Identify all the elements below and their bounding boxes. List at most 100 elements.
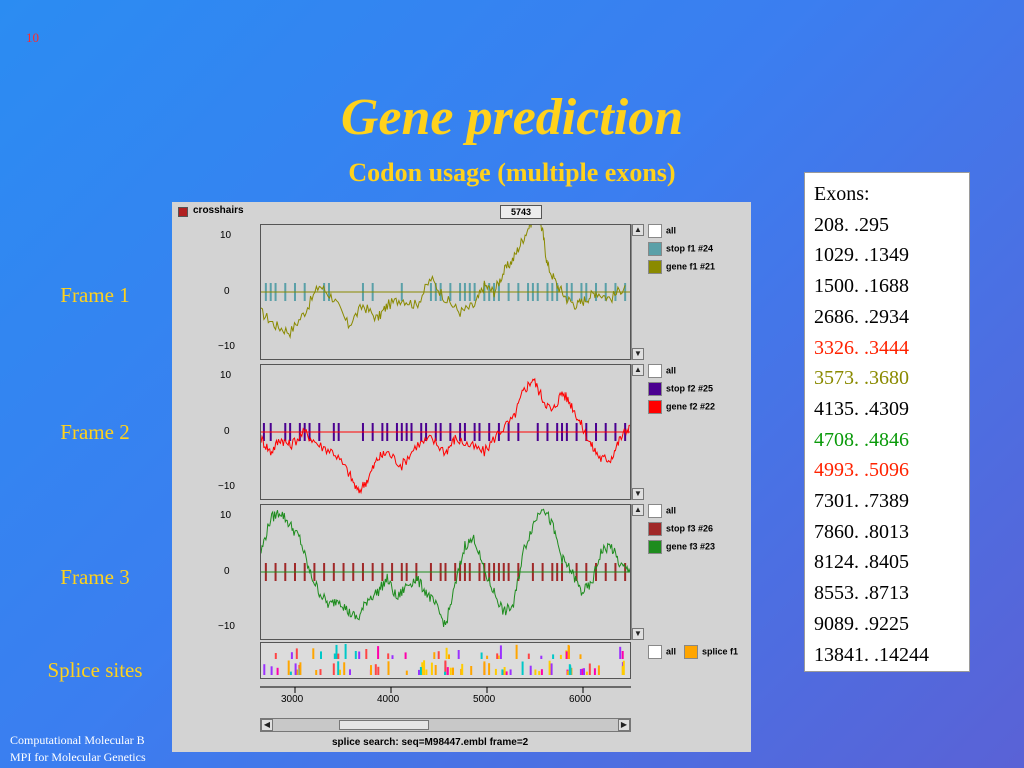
splice-site-mark <box>343 662 346 675</box>
splice-site-mark <box>527 653 530 659</box>
scroll-up-icon[interactable]: ▲ <box>632 504 644 516</box>
gene-score-line <box>261 508 630 627</box>
splice-site-mark <box>501 669 504 675</box>
splice-site-mark <box>354 651 357 659</box>
splice-site-mark <box>581 668 584 675</box>
splice-site-mark <box>365 649 368 659</box>
frame-2-scrollbar[interactable]: ▲ ▼ <box>631 364 645 500</box>
y-tick-label: 0 <box>224 566 230 577</box>
legend-gene-f1[interactable]: gene f1 #21 <box>648 260 715 274</box>
swatch <box>648 242 662 256</box>
splice-site-mark <box>337 653 340 659</box>
y-tick-label: 0 <box>224 426 230 437</box>
gene-score-line <box>261 225 626 340</box>
crosshairs-checkbox[interactable] <box>178 207 188 217</box>
scroll-down-icon[interactable]: ▼ <box>632 348 644 360</box>
horizontal-scrollbar[interactable]: ◀ ▶ <box>260 718 631 732</box>
splice-site-mark <box>579 669 582 675</box>
swatch <box>648 400 662 414</box>
splice-site-mark <box>480 652 483 659</box>
gene-score-line <box>261 377 630 495</box>
frame-1-label: Frame 1 <box>60 283 130 307</box>
splice-site-mark <box>333 653 336 659</box>
scroll-left-icon[interactable]: ◀ <box>261 719 273 731</box>
legend-gene-f3[interactable]: gene f3 #23 <box>648 540 715 554</box>
y-tick-label: −10 <box>218 341 235 352</box>
splice-site-mark <box>452 667 454 675</box>
splice-site-mark <box>434 665 437 675</box>
x-tick-label: 4000 <box>377 694 400 705</box>
frame-1-scrollbar[interactable]: ▲ ▼ <box>631 224 645 360</box>
legend-stop-f1[interactable]: stop f1 #24 <box>648 242 713 256</box>
splice-site-mark <box>568 646 570 659</box>
splice-site-mark <box>569 667 572 675</box>
legend-all[interactable]: all <box>648 504 676 518</box>
splice-site-mark <box>425 669 428 675</box>
splice-site-mark <box>270 666 273 675</box>
splice-site-mark <box>521 661 524 675</box>
splice-site-mark <box>274 653 277 659</box>
splice-site-mark <box>550 663 553 675</box>
scroll-right-icon[interactable]: ▶ <box>618 719 630 731</box>
splice-site-mark <box>540 655 543 659</box>
footer-line-1: Computational Molecular B <box>10 733 145 747</box>
frame-3-label: Frame 3 <box>60 565 130 589</box>
scroll-down-icon[interactable]: ▼ <box>632 488 644 500</box>
legend-all[interactable]: all <box>648 645 676 659</box>
exon-item: 9089. .9225 <box>814 612 909 635</box>
splice-site-mark <box>370 665 372 675</box>
y-tick-label: 10 <box>220 510 232 521</box>
legend-stop-f3[interactable]: stop f3 #26 <box>648 522 713 536</box>
splice-site-mark <box>337 661 340 675</box>
x-tick-label: 6000 <box>569 694 592 705</box>
splice-site-mark <box>538 671 541 675</box>
scroll-up-icon[interactable]: ▲ <box>632 224 644 236</box>
exon-item: 8124. .8405 <box>814 551 909 574</box>
splice-site-mark <box>430 662 433 675</box>
splice-site-mark <box>387 653 390 659</box>
splice-site-mark <box>505 671 508 675</box>
y-tick-label: 10 <box>220 230 232 241</box>
legend-gene-f2[interactable]: gene f2 #22 <box>648 400 715 414</box>
frame-2-label: Frame 2 <box>60 420 130 444</box>
swatch <box>648 364 662 378</box>
exon-item: 3326. .3444 <box>814 336 909 359</box>
splice-site-mark <box>503 667 506 675</box>
legend-all[interactable]: all <box>648 224 676 238</box>
exon-item: 4708. .4846 <box>814 428 909 451</box>
splice-site-mark <box>552 654 555 659</box>
frame-2-plot <box>260 364 631 500</box>
scroll-thumb[interactable] <box>339 720 429 730</box>
legend-stop-f2[interactable]: stop f2 #25 <box>648 382 713 396</box>
splice-site-mark <box>423 660 426 675</box>
scroll-up-icon[interactable]: ▲ <box>632 364 644 376</box>
scroll-down-icon[interactable]: ▼ <box>632 628 644 640</box>
position-field[interactable]: 5743 <box>500 205 542 219</box>
swatch <box>684 645 698 659</box>
splice-site-mark <box>437 651 440 659</box>
splice-site-mark <box>391 655 394 659</box>
splice-site-mark <box>515 644 518 659</box>
frame-3-scrollbar[interactable]: ▲ ▼ <box>631 504 645 640</box>
splice-site-mark <box>320 651 322 659</box>
y-tick-label: −10 <box>218 621 235 632</box>
splice-site-mark <box>593 668 596 675</box>
slide-subtitle: Codon usage (multiple exons) <box>348 158 676 187</box>
exon-item: 3573. .3680 <box>814 367 909 390</box>
y-tick-label: 10 <box>220 370 232 381</box>
splice-site-mark <box>488 663 491 675</box>
legend-splice-f1[interactable]: splice f1 <box>684 645 738 659</box>
splice-site-mark <box>374 664 377 675</box>
y-tick-label: 0 <box>224 286 230 297</box>
splice-site-mark <box>597 665 600 675</box>
splice-site-mark <box>496 653 499 659</box>
exon-item: 8553. .8713 <box>814 582 909 605</box>
crosshairs-label: crosshairs <box>193 205 244 216</box>
swatch <box>648 645 662 659</box>
legend-all[interactable]: all <box>648 364 676 378</box>
splice-site-mark <box>565 651 568 659</box>
exon-item: 1029. .1349 <box>814 244 909 267</box>
splice-site-mark <box>588 663 591 675</box>
splice-site-mark <box>289 671 292 675</box>
exon-item: 1500. .1688 <box>814 275 909 298</box>
